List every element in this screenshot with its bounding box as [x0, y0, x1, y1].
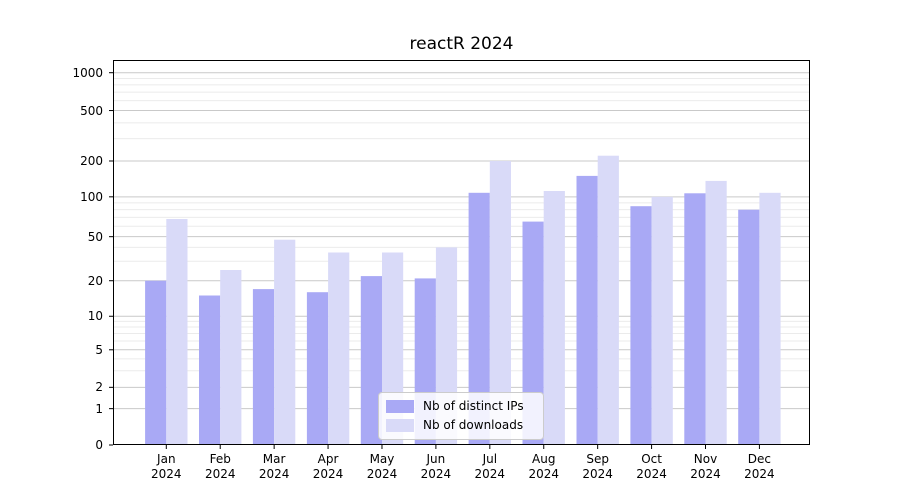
legend: Nb of distinct IPs Nb of downloads [378, 392, 544, 440]
bar-ips-oct [630, 206, 652, 445]
x-tick-label: Oct 2024 [636, 452, 667, 481]
bar-ips-mar [252, 289, 275, 445]
x-tick-label: Aug 2024 [528, 452, 559, 481]
legend-entry-distinct-ips: Nb of distinct IPs [386, 398, 534, 414]
plot-canvas [109, 60, 810, 449]
y-tick-label: 20 [87, 273, 103, 288]
x-tick-label: May 2024 [366, 452, 398, 481]
bar-downloads-jul [489, 161, 511, 445]
y-tick-label: 100 [80, 189, 103, 204]
x-tick-label: Mar 2024 [258, 452, 290, 481]
bar-ips-jul [468, 192, 490, 445]
bar-ips-dec [738, 209, 760, 445]
bar-downloads-oct [651, 196, 673, 445]
bar-downloads-sep [597, 155, 619, 445]
bar-ips-jan [145, 280, 167, 445]
legend-label-downloads: Nb of downloads [423, 418, 524, 432]
chart-title: reactR 2024 [409, 34, 514, 54]
y-tick-label: 200 [80, 153, 103, 168]
bar-downloads-dec [759, 192, 781, 445]
legend-swatch-downloads [386, 418, 414, 432]
y-tick-label: 2 [95, 380, 103, 395]
bar-ips-aug [522, 221, 544, 445]
bar-downloads-apr [328, 252, 350, 445]
bar-ips-nov [684, 193, 706, 445]
bar-downloads-jan [166, 219, 188, 445]
y-tick-label: 0 [95, 438, 103, 452]
y-tick-label: 500 [80, 103, 103, 118]
bar-downloads-nov [705, 180, 727, 445]
y-tick-label: 5 [95, 342, 103, 357]
legend-swatch-distinct-ips [386, 399, 414, 413]
bar-downloads-mar [274, 239, 296, 445]
x-tick-label: Dec 2024 [744, 452, 775, 481]
bar-downloads-feb [220, 270, 242, 445]
x-tick-label: Sep 2024 [582, 452, 613, 481]
x-tick-label: Apr 2024 [312, 452, 344, 481]
bar-ips-sep [576, 175, 598, 445]
bar-downloads-aug [543, 191, 565, 445]
legend-label-distinct-ips: Nb of distinct IPs [423, 399, 524, 413]
bar-ips-may [360, 276, 382, 445]
y-tick-label: 1 [95, 401, 103, 416]
x-tick-label: Feb 2024 [204, 452, 236, 481]
legend-entry-downloads: Nb of downloads [386, 417, 534, 433]
bar-ips-apr [306, 292, 329, 445]
x-tick-label: Nov 2024 [690, 452, 721, 481]
plot-border [113, 60, 810, 445]
y-tick-label: 50 [87, 229, 103, 244]
bar-ips-feb [199, 295, 221, 445]
x-tick-label: Jan 2024 [151, 452, 182, 481]
x-tick-label: Jul 2024 [474, 452, 506, 481]
y-tick-label: 10 [87, 309, 103, 324]
y-tick-label: 1000 [72, 65, 103, 80]
x-tick-label: Jun 2024 [420, 452, 452, 481]
plot-area [109, 60, 810, 449]
